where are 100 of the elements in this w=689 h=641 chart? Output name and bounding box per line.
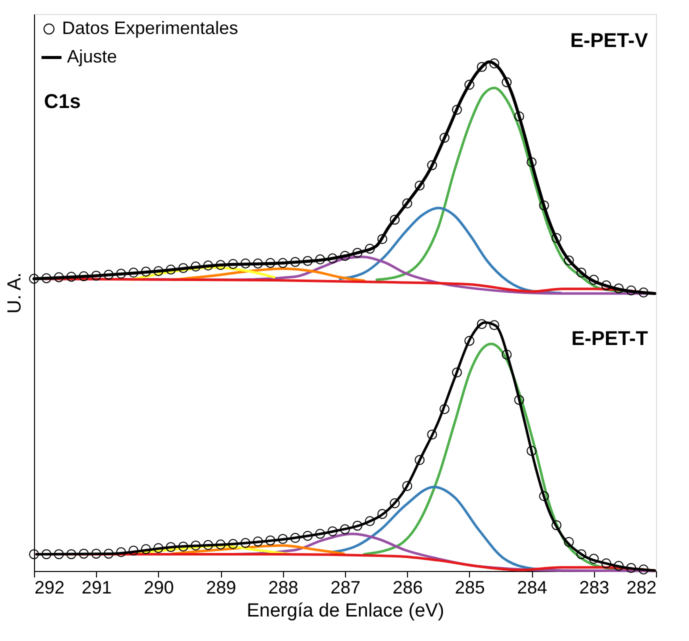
point <box>54 549 64 560</box>
point <box>203 260 214 270</box>
point <box>265 258 276 268</box>
point <box>140 266 151 277</box>
point <box>377 509 388 519</box>
point <box>638 564 649 574</box>
point <box>489 58 500 68</box>
point <box>588 554 599 564</box>
point <box>54 272 64 282</box>
point <box>66 272 76 282</box>
legend-label: Ajuste <box>67 46 118 66</box>
point <box>414 455 425 465</box>
x-tick-label: 283 <box>579 578 610 598</box>
point <box>328 253 338 264</box>
x-tick-label: 292 <box>34 578 65 598</box>
legend-label: Datos Experimentales <box>62 18 238 38</box>
point <box>278 258 288 268</box>
x-tick-label: 284 <box>517 578 548 598</box>
point <box>91 548 102 559</box>
point <box>552 233 562 243</box>
point <box>128 268 138 278</box>
x-tick-label: 287 <box>330 578 361 598</box>
point <box>228 259 238 269</box>
point <box>514 111 524 122</box>
point <box>290 256 300 267</box>
x-tick-label: 288 <box>268 578 298 598</box>
point <box>78 548 89 559</box>
point <box>539 491 550 502</box>
point <box>614 283 624 294</box>
point <box>203 540 214 550</box>
point <box>601 558 612 568</box>
point <box>514 394 524 405</box>
point <box>638 288 649 298</box>
point <box>402 198 412 208</box>
point <box>526 446 537 456</box>
point <box>414 180 425 191</box>
point <box>153 266 164 276</box>
point <box>104 548 114 559</box>
point <box>427 160 438 170</box>
point <box>588 274 599 285</box>
point <box>240 538 250 548</box>
point <box>502 77 512 88</box>
x-tick-label: 291 <box>82 578 112 598</box>
point <box>601 280 612 290</box>
point <box>476 319 487 330</box>
point <box>552 520 562 530</box>
annotation: E-PET-T <box>571 328 648 350</box>
point <box>41 273 52 284</box>
point <box>502 350 512 360</box>
point <box>377 234 388 244</box>
point <box>427 430 438 440</box>
point <box>290 532 300 543</box>
point <box>315 528 326 539</box>
point <box>489 320 500 330</box>
point <box>278 534 288 544</box>
point <box>564 255 574 266</box>
point <box>352 248 362 258</box>
point <box>464 336 474 346</box>
point <box>390 214 400 225</box>
point <box>315 254 326 264</box>
point <box>166 264 176 275</box>
text: E-PET-V <box>570 30 649 52</box>
point <box>116 268 126 279</box>
x-tick-label: 289 <box>206 578 236 598</box>
point <box>302 530 313 541</box>
point <box>240 258 250 268</box>
point <box>328 526 338 536</box>
point <box>104 270 114 280</box>
x-tick-label: 286 <box>392 578 423 598</box>
point <box>41 549 52 560</box>
point <box>302 256 313 266</box>
point <box>252 258 263 268</box>
point <box>464 80 474 90</box>
point <box>265 535 276 546</box>
point <box>539 200 550 210</box>
x-tick-label: 290 <box>144 578 174 598</box>
point <box>178 542 188 552</box>
point <box>66 549 76 560</box>
point <box>626 562 636 573</box>
point <box>153 543 164 554</box>
point <box>452 104 462 115</box>
point <box>29 549 39 560</box>
point <box>526 157 537 168</box>
point <box>440 132 450 143</box>
point <box>78 271 89 282</box>
point <box>252 536 263 546</box>
point <box>576 549 586 560</box>
point <box>166 542 176 552</box>
point <box>340 250 350 261</box>
point <box>614 560 624 571</box>
point <box>476 62 487 72</box>
x-axis-title: Energía de Enlace (eV) <box>246 600 444 622</box>
x-tick-label: 285 <box>454 578 485 598</box>
annotation: C1s <box>44 91 81 113</box>
point <box>352 520 362 531</box>
point <box>564 537 574 547</box>
point <box>364 244 375 254</box>
point <box>626 286 636 296</box>
point <box>364 516 375 526</box>
point <box>390 498 400 508</box>
